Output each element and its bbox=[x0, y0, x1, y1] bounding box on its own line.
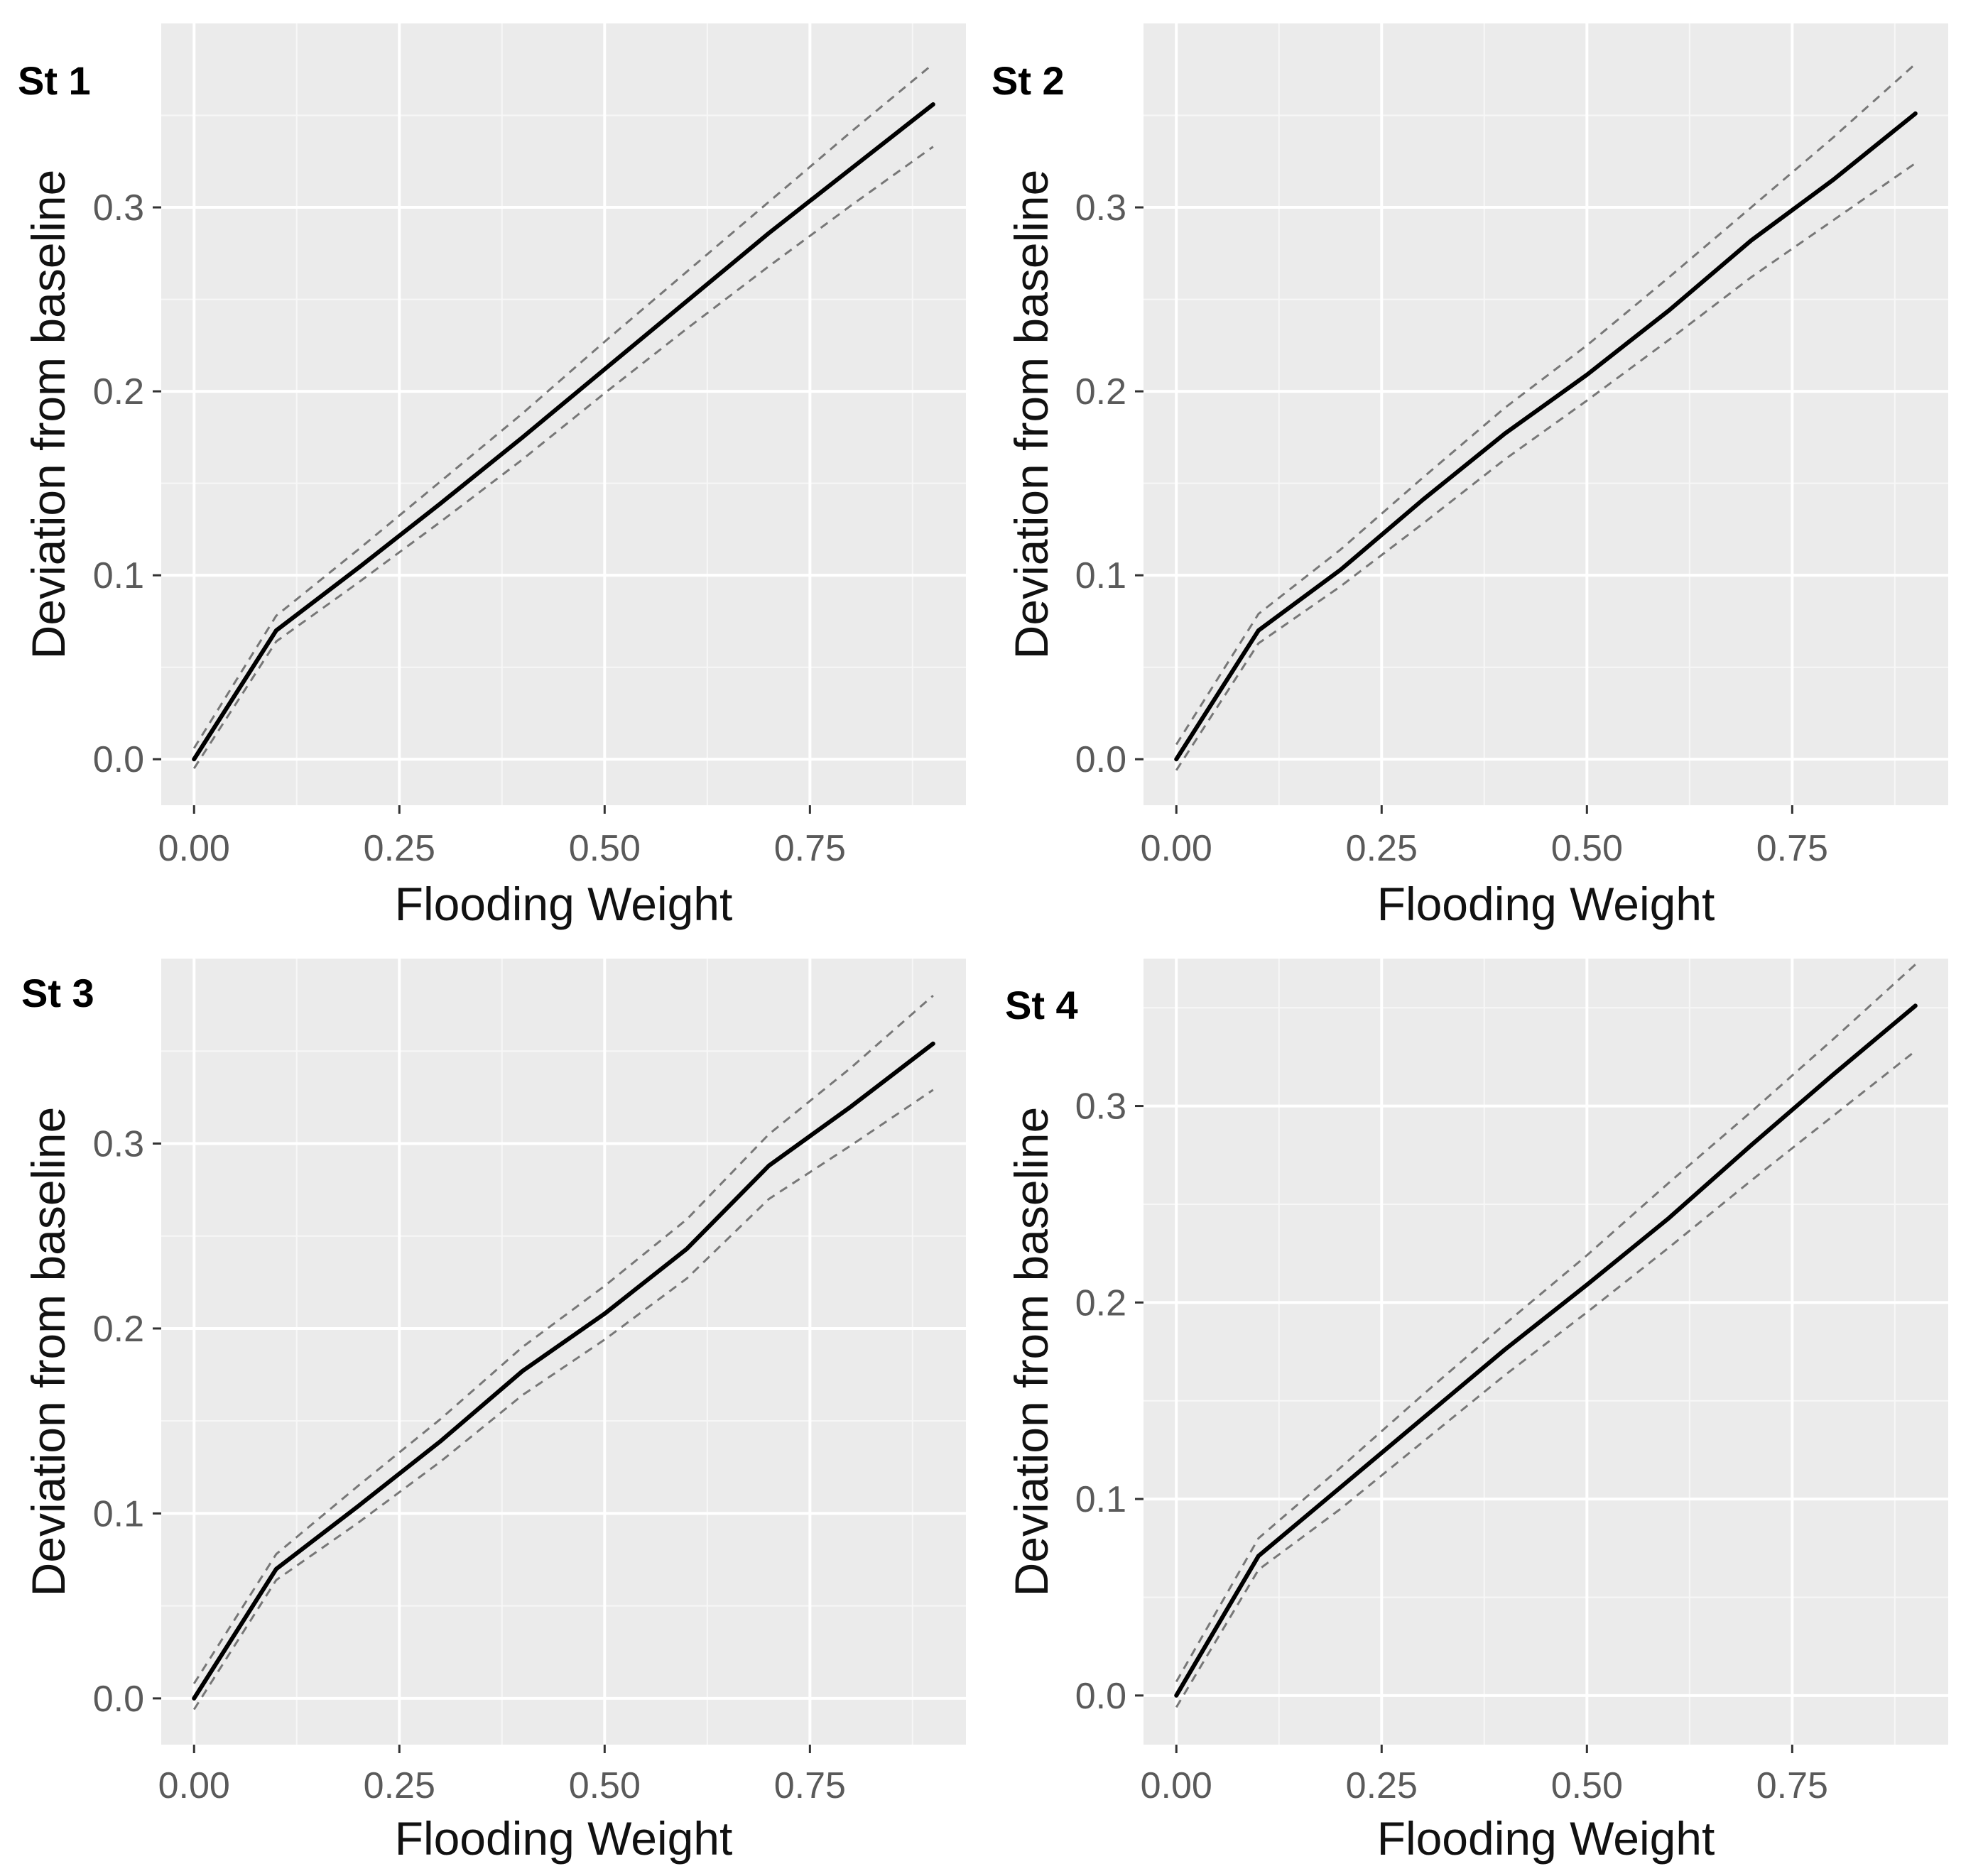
x-axis-title: Flooding Weight bbox=[1377, 1812, 1715, 1865]
x-tick-label: 0.75 bbox=[774, 1765, 846, 1806]
series-line-upper bbox=[192, 62, 934, 749]
panel-tag: St 1 bbox=[18, 58, 91, 103]
y-axis-title: Deviation from baseline bbox=[1005, 1107, 1058, 1597]
y-tick-label: 0.3 bbox=[93, 1123, 144, 1165]
x-tick-label: 0.00 bbox=[158, 828, 230, 869]
panel-4: 0.0 0.1 0.2 0.3 0.00 0.25 0.50 0.75 Flooding Wei… bbox=[1005, 959, 1948, 1865]
y-axis-title: Deviation from baseline bbox=[22, 1107, 75, 1597]
y-tick-label: 0.3 bbox=[1075, 1086, 1126, 1128]
panel-tag: St 3 bbox=[21, 971, 94, 1015]
x-tick-label: 0.25 bbox=[1346, 1765, 1418, 1806]
x-axis-title: Flooding Weight bbox=[1377, 878, 1715, 930]
panel-background bbox=[1144, 23, 1948, 805]
series-line-upper bbox=[1175, 62, 1916, 746]
series-line-lower bbox=[1175, 162, 1916, 771]
panel-background bbox=[1144, 959, 1948, 1745]
y-tick-label: 0.2 bbox=[93, 371, 144, 413]
panel-background bbox=[161, 959, 966, 1745]
series-line-estimate bbox=[192, 102, 935, 762]
x-axis-title: Flooding Weight bbox=[395, 878, 733, 930]
x-tick-label: 0.00 bbox=[158, 1765, 230, 1806]
panel-2: 0.0 0.1 0.2 0.3 0.00 0.25 0.50 0.75 Flooding Wei… bbox=[992, 23, 1948, 930]
x-tick-label: 0.25 bbox=[1346, 828, 1418, 869]
y-axis-title: Deviation from baseline bbox=[22, 170, 75, 660]
y-tick-label: 0.0 bbox=[1075, 1676, 1126, 1717]
y-tick-label: 0.2 bbox=[1075, 1282, 1126, 1324]
x-tick-label: 0.75 bbox=[1756, 828, 1828, 869]
y-tick-label: 0.0 bbox=[1075, 739, 1126, 780]
y-tick-label: 0.3 bbox=[93, 187, 144, 229]
y-tick-label: 0.1 bbox=[1075, 1479, 1126, 1520]
y-tick-label: 0.1 bbox=[93, 1493, 144, 1534]
x-tick-label: 0.00 bbox=[1141, 1765, 1212, 1806]
y-tick-label: 0.2 bbox=[1075, 371, 1126, 413]
series-line-upper bbox=[192, 994, 934, 1684]
x-tick-label: 0.25 bbox=[364, 1765, 435, 1806]
series-line-lower bbox=[192, 146, 934, 770]
panel-tag: St 4 bbox=[1005, 983, 1078, 1027]
series-line-estimate bbox=[1174, 1003, 1918, 1698]
series-line-upper bbox=[1175, 964, 1916, 1683]
x-tick-label: 0.50 bbox=[569, 1765, 641, 1806]
x-axis-title: Flooding Weight bbox=[395, 1812, 733, 1865]
x-tick-label: 0.25 bbox=[364, 828, 435, 869]
y-tick-label: 0.0 bbox=[93, 739, 144, 780]
x-tick-label: 0.75 bbox=[1756, 1765, 1828, 1806]
panel-background bbox=[161, 23, 966, 805]
x-tick-label: 0.50 bbox=[569, 828, 641, 869]
series-line-estimate bbox=[192, 1041, 935, 1701]
y-tick-label: 0.1 bbox=[93, 555, 144, 596]
y-tick-label: 0.2 bbox=[93, 1309, 144, 1350]
y-tick-label: 0.1 bbox=[1075, 555, 1126, 596]
series-line-estimate bbox=[1174, 111, 1918, 762]
y-tick-label: 0.3 bbox=[1075, 187, 1126, 229]
x-tick-label: 0.50 bbox=[1551, 1765, 1623, 1806]
panel-1: 0.0 0.1 0.2 0.3 0.00 0.25 0.50 0.75 Flooding Wei… bbox=[18, 23, 966, 930]
x-tick-label: 0.50 bbox=[1551, 828, 1623, 869]
panel-tag: St 2 bbox=[992, 58, 1065, 103]
panel-3: 0.0 0.1 0.2 0.3 0.00 0.25 0.50 0.75 Flooding Wei… bbox=[21, 959, 966, 1865]
y-tick-label: 0.0 bbox=[93, 1679, 144, 1720]
series-line-lower bbox=[192, 1089, 934, 1711]
series-line-lower bbox=[1175, 1049, 1916, 1708]
x-tick-label: 0.00 bbox=[1141, 828, 1212, 869]
x-tick-label: 0.75 bbox=[774, 828, 846, 869]
y-axis-title: Deviation from baseline bbox=[1005, 170, 1058, 660]
